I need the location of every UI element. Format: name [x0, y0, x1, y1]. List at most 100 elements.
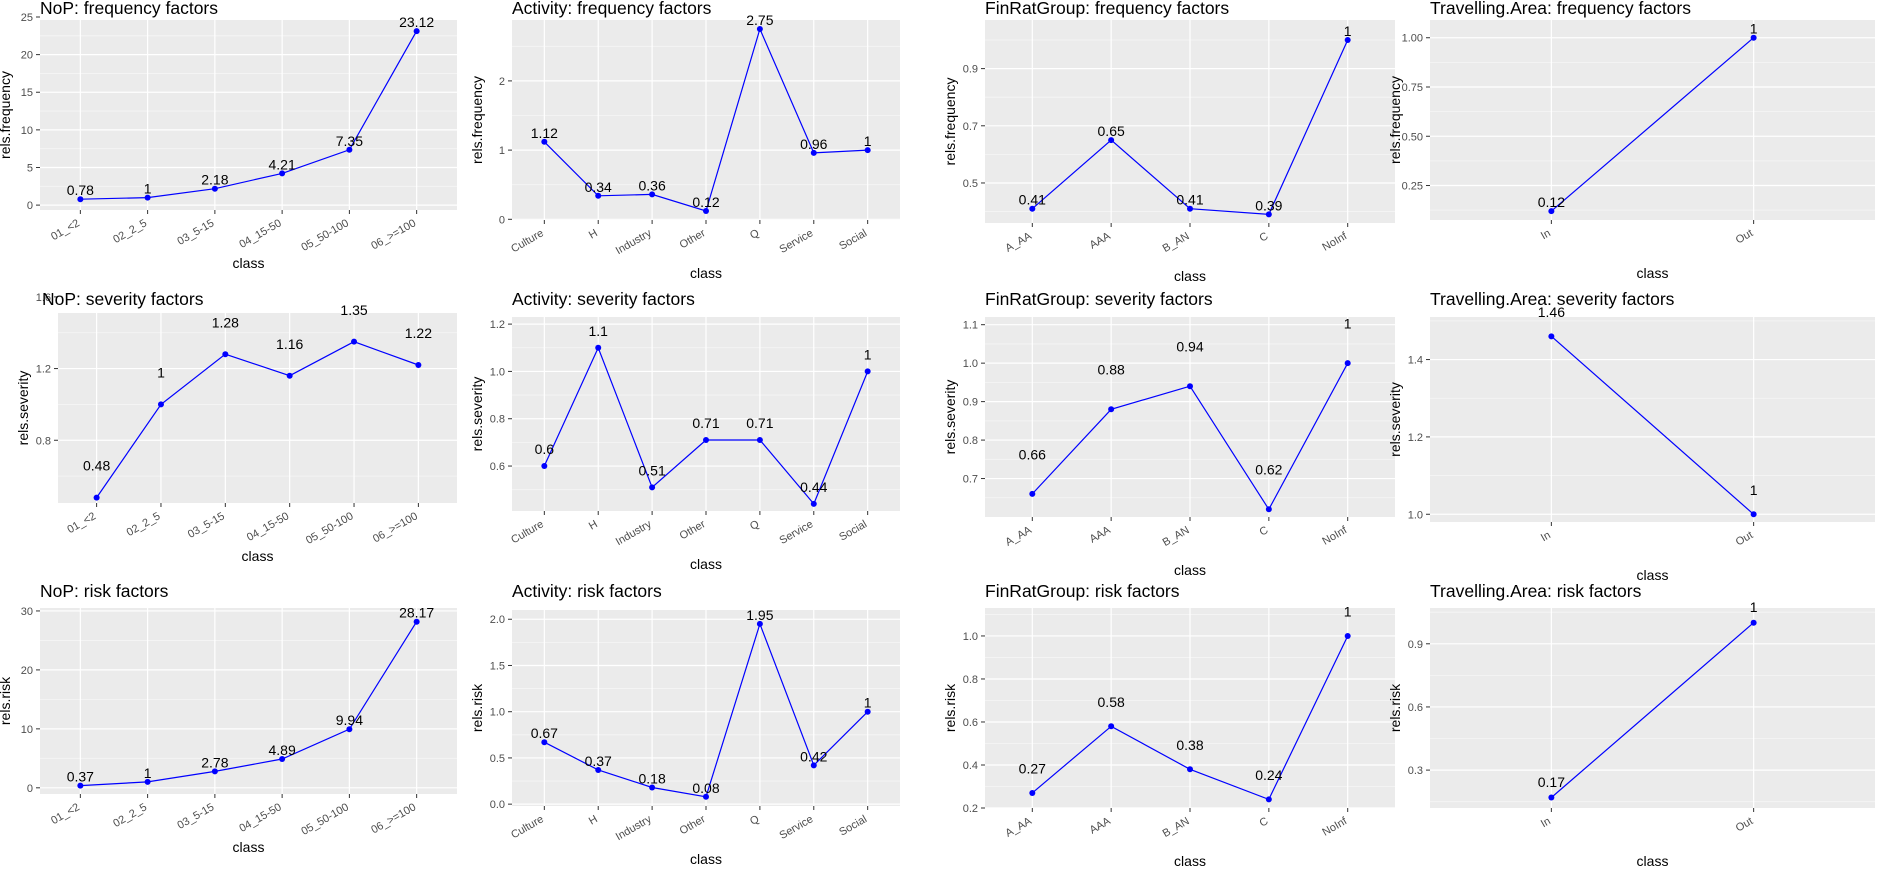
- data-label: 1: [864, 695, 872, 711]
- x-axis-label: class: [233, 839, 265, 855]
- chart-panel-11: 0.2 0.4 0.6 0.8 1.0 A_AA AAA B_AN C NoInf 0.27 0.58…: [942, 581, 1395, 869]
- x-tick-label: Culture: [509, 227, 546, 255]
- x-tick-label: H: [587, 227, 600, 241]
- y-axis-label: rels.risk: [0, 676, 13, 725]
- data-point: [413, 618, 420, 625]
- data-label: 2.78: [201, 754, 228, 770]
- panel-background: [58, 313, 457, 503]
- data-label: 1.12: [531, 125, 558, 141]
- data-point: [1029, 789, 1036, 796]
- data-label: 0.48: [83, 458, 110, 474]
- data-label: 28.17: [399, 605, 434, 621]
- x-tick-label: C: [1257, 524, 1270, 538]
- y-tick-label: 25: [21, 12, 33, 24]
- chart-panel-9: 0 10 20 30 01_<2 02_2_5 03_5-15 04_15-50 05_50-1…: [0, 581, 457, 855]
- data-label: 4.21: [269, 156, 296, 172]
- data-label: 0.58: [1098, 694, 1125, 710]
- chart-panel-2: 0 1 2 Culture H Industry Other Q Service Social 1.…: [469, 0, 900, 281]
- data-label: 0.65: [1098, 123, 1125, 139]
- y-tick-label: 1.0: [963, 631, 978, 643]
- x-tick-label: A_AA: [1003, 524, 1034, 549]
- x-axis-label: class: [1637, 567, 1669, 583]
- data-label: 0.41: [1176, 192, 1203, 208]
- x-tick-label: In: [1539, 529, 1553, 544]
- data-point: [1108, 723, 1115, 730]
- chart-title: Travelling.Area: severity factors: [1430, 289, 1675, 309]
- y-tick-label: 0.7: [963, 474, 978, 486]
- y-tick-label: 1.0: [1408, 509, 1423, 521]
- chart-title: Activity: frequency factors: [512, 0, 712, 18]
- data-label: 23.12: [399, 14, 434, 30]
- data-point: [346, 146, 353, 153]
- data-point: [144, 778, 151, 785]
- y-tick-label: 1.00: [1402, 33, 1423, 45]
- x-tick-label: NoInf: [1320, 230, 1350, 254]
- data-label: 1: [864, 133, 872, 149]
- y-tick-label: 20: [21, 665, 33, 677]
- y-tick-label: 0.4: [963, 760, 978, 772]
- data-label: 1: [1344, 316, 1352, 332]
- x-tick-label: A_AA: [1003, 230, 1034, 255]
- x-tick-label: In: [1539, 227, 1553, 242]
- data-point: [864, 708, 871, 715]
- y-tick-label: 1: [499, 145, 505, 157]
- x-tick-label: 06_>=100: [371, 510, 420, 545]
- x-tick-label: In: [1539, 815, 1553, 830]
- data-label: 4.89: [269, 742, 296, 758]
- x-tick-label: Service: [778, 813, 816, 842]
- y-tick-label: 2.0: [490, 614, 505, 626]
- x-tick-label: Culture: [509, 813, 546, 841]
- x-tick-label: 06_>=100: [369, 801, 418, 836]
- data-point: [346, 726, 353, 733]
- data-label: 1: [1750, 482, 1758, 498]
- data-label: 1.16: [276, 336, 303, 352]
- y-tick-label: 0.9: [1408, 639, 1423, 651]
- data-point: [649, 484, 656, 491]
- data-label: 1.35: [340, 302, 367, 318]
- data-point: [279, 170, 286, 177]
- data-point: [649, 784, 656, 791]
- y-tick-label: 0.8: [963, 674, 978, 686]
- chart-panel-8: 1.0 1.2 1.4 In Out 1.46 1 Travelling.Area: seve…: [1387, 289, 1875, 583]
- x-axis-label: class: [1637, 265, 1669, 281]
- data-point: [1108, 137, 1115, 144]
- data-label: 1.46: [1538, 304, 1565, 320]
- x-tick-label: Out: [1734, 529, 1755, 548]
- x-tick-label: 03_5-15: [186, 510, 227, 541]
- y-tick-label: 30: [21, 606, 33, 618]
- x-tick-label: Industry: [614, 518, 654, 548]
- data-point: [211, 185, 218, 192]
- x-axis-label: class: [690, 265, 722, 281]
- x-axis-label: class: [1174, 853, 1206, 869]
- data-label: 0.71: [746, 415, 773, 431]
- y-axis-label: rels.risk: [469, 683, 485, 732]
- data-label: 0.18: [638, 771, 665, 787]
- y-tick-label: 0.7: [963, 121, 978, 133]
- y-tick-label: 1.2: [490, 319, 505, 331]
- x-tick-label: Social: [837, 518, 869, 543]
- data-label: 0.44: [800, 479, 827, 495]
- chart-panel-3: 0.5 0.7 0.9 A_AA AAA B_AN C NoInf 0.41 0.65 0.41 0.…: [942, 0, 1395, 284]
- data-label: 0.39: [1255, 197, 1282, 213]
- x-tick-label: 01_<2: [49, 801, 82, 827]
- x-tick-label: Social: [837, 813, 869, 838]
- x-tick-label: Q: [748, 518, 762, 533]
- data-point: [1344, 632, 1351, 639]
- x-tick-label: Other: [678, 518, 708, 542]
- data-label: 0.34: [585, 179, 612, 195]
- data-label: 0.71: [692, 415, 719, 431]
- data-label: 0.08: [692, 780, 719, 796]
- data-point: [541, 463, 548, 470]
- data-point: [649, 191, 656, 198]
- data-label: 1.95: [746, 607, 773, 623]
- y-tick-label: 0.6: [963, 717, 978, 729]
- data-label: 0.6: [535, 441, 555, 457]
- data-point: [222, 351, 229, 358]
- x-tick-label: B_AN: [1161, 524, 1192, 549]
- data-point: [211, 768, 218, 775]
- x-tick-label: Industry: [614, 813, 654, 843]
- y-tick-label: 0.6: [1408, 702, 1423, 714]
- data-label: 1: [1344, 604, 1352, 620]
- data-point: [351, 338, 358, 345]
- data-point: [595, 344, 602, 351]
